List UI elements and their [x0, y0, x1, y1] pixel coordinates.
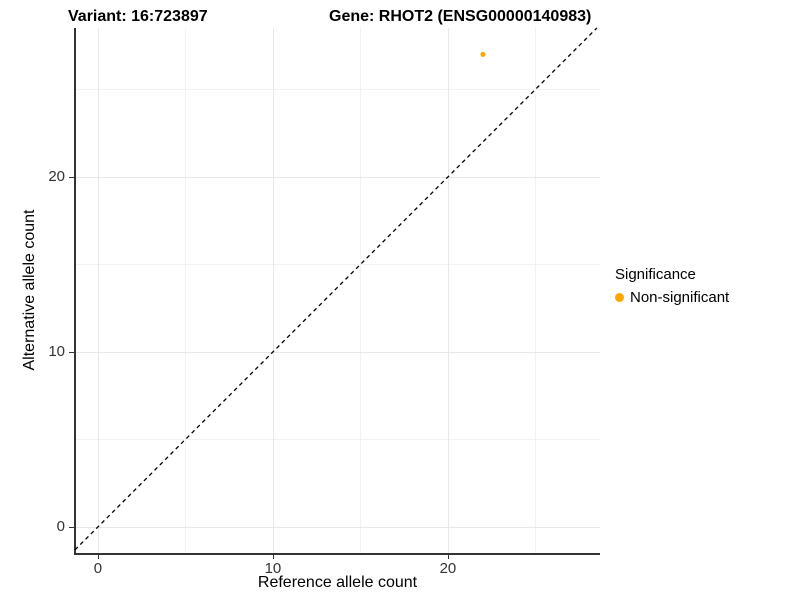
- x-minor-gridline: [535, 28, 537, 553]
- x-minor-gridline: [185, 28, 187, 553]
- x-major-gridline: [97, 28, 99, 553]
- y-tick-label: 20: [48, 167, 65, 185]
- legend-title: Significance: [615, 266, 696, 283]
- x-major-gridline: [272, 28, 274, 553]
- x-major-gridline: [447, 28, 449, 553]
- legend-item-label: Non-significant: [630, 289, 730, 306]
- y-tick-mark: [69, 526, 74, 529]
- y-major-gridline: [75, 526, 600, 528]
- y-axis-line: [74, 28, 76, 554]
- y-major-gridline: [75, 351, 600, 353]
- non-significant-point-icon: [615, 293, 624, 302]
- plot-title-gene: Gene: RHOT2 (ENSG00000140983): [329, 8, 592, 25]
- x-tick-mark: [272, 555, 275, 559]
- y-tick-mark: [69, 176, 74, 179]
- x-axis-title: Reference allele count: [257, 574, 418, 591]
- y-major-gridline: [75, 176, 600, 178]
- x-tick-mark: [97, 555, 100, 559]
- plot-title-variant: Variant: 16:723897: [68, 8, 208, 25]
- x-tick-mark: [447, 555, 450, 559]
- y-minor-gridline: [75, 439, 600, 441]
- x-tick-label: 10: [264, 560, 282, 577]
- legend-item-non-significant: Non-significant: [615, 289, 729, 306]
- y-tick-mark: [69, 351, 74, 354]
- x-tick-label: 20: [439, 560, 457, 577]
- plot-panel: [75, 28, 600, 553]
- y-tick-label: 0: [56, 517, 65, 535]
- y-axis-title: Alternative allele count: [21, 209, 38, 371]
- legend: Significance Non-significant: [615, 266, 729, 306]
- y-minor-gridline: [75, 89, 600, 91]
- x-axis-line: [74, 553, 600, 555]
- x-minor-gridline: [360, 28, 362, 553]
- y-tick-label: 10: [48, 342, 65, 360]
- x-tick-label: 0: [93, 560, 103, 577]
- y-minor-gridline: [75, 264, 600, 266]
